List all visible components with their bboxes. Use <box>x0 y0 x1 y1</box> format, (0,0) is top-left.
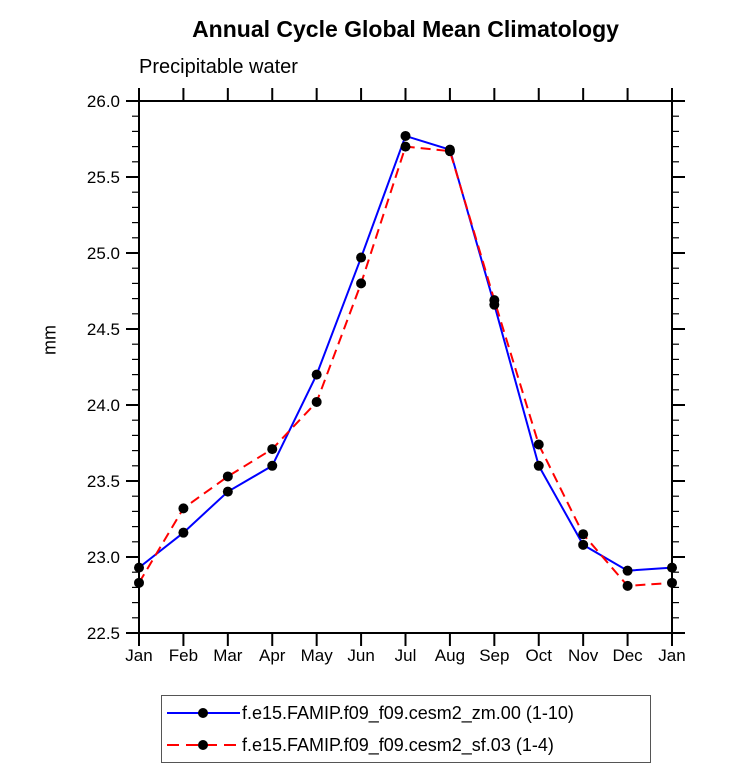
series-marker-1 <box>134 577 144 588</box>
x-tick-label: Jan <box>125 646 152 665</box>
series-marker-0 <box>356 252 367 263</box>
legend-label-sf03: f.e15.FAMIP.f09_f09.cesm2_sf.03 (1-4) <box>242 735 554 755</box>
x-tick-label: Apr <box>259 646 286 665</box>
series-marker-1 <box>578 529 589 540</box>
legend-key-zm00 <box>167 708 240 718</box>
series-marker-1 <box>311 396 322 407</box>
y-tick-label: 24.0 <box>87 396 120 415</box>
series-marker-0 <box>400 130 411 141</box>
chart-title: Annual Cycle Global Mean Climatology <box>192 16 619 42</box>
series-marker-0 <box>311 369 322 380</box>
x-tick-label: Sep <box>479 646 509 665</box>
series-marker-1 <box>356 278 367 289</box>
series-marker-0 <box>267 460 278 471</box>
x-tick-label: Oct <box>526 646 553 665</box>
series-marker-1 <box>622 580 633 591</box>
legend-box: f.e15.FAMIP.f09_f09.cesm2_zm.00 (1-10) f… <box>161 695 651 763</box>
legend-key-sf03 <box>167 740 240 750</box>
legend-key-marker-1 <box>198 740 208 750</box>
series-marker-1 <box>533 439 544 450</box>
y-tick-label: 26.0 <box>87 92 120 111</box>
x-tick-label: Aug <box>435 646 465 665</box>
series-marker-1 <box>667 577 677 588</box>
series-marker-0 <box>178 527 189 538</box>
x-tick-label: May <box>301 646 334 665</box>
x-tick-label: Jun <box>347 646 374 665</box>
series-line-1 <box>138 145 673 587</box>
series-marker-0 <box>134 562 144 573</box>
y-tick-label: 24.5 <box>87 320 120 339</box>
y-tick-label: 25.0 <box>87 244 120 263</box>
plot-frame <box>138 100 673 634</box>
x-tick-label: Mar <box>213 646 243 665</box>
series-marker-1 <box>178 503 189 514</box>
y-tick-label: 22.5 <box>87 624 120 643</box>
series-marker-0 <box>667 562 677 573</box>
chart-subtitle: Precipitable water <box>139 56 298 78</box>
legend-key-marker-0 <box>198 708 208 718</box>
x-tick-label: Dec <box>612 646 643 665</box>
y-tick-label: 25.5 <box>87 168 120 187</box>
series-marker-1 <box>267 444 278 455</box>
legend-entry-sf03: f.e15.FAMIP.f09_f09.cesm2_sf.03 (1-4) <box>164 732 554 758</box>
series-marker-1 <box>222 471 233 482</box>
x-tick-label: Jan <box>658 646 685 665</box>
series-marker-1 <box>489 295 500 306</box>
legend-entry-zm00: f.e15.FAMIP.f09_f09.cesm2_zm.00 (1-10) <box>164 700 574 726</box>
x-tick-label: Jul <box>395 646 417 665</box>
series-marker-1 <box>444 146 455 157</box>
series-marker-0 <box>578 539 589 550</box>
series-marker-0 <box>222 486 233 497</box>
series-marker-0 <box>622 565 633 576</box>
legend-label-zm00: f.e15.FAMIP.f09_f09.cesm2_zm.00 (1-10) <box>242 703 574 723</box>
series-marker-0 <box>533 460 544 471</box>
x-tick-label: Feb <box>169 646 198 665</box>
series-marker-1 <box>400 141 411 152</box>
y-tick-label: 23.0 <box>87 548 120 567</box>
series-line-0 <box>138 134 673 572</box>
y-tick-label: 23.5 <box>87 472 120 491</box>
x-tick-label: Nov <box>568 646 599 665</box>
